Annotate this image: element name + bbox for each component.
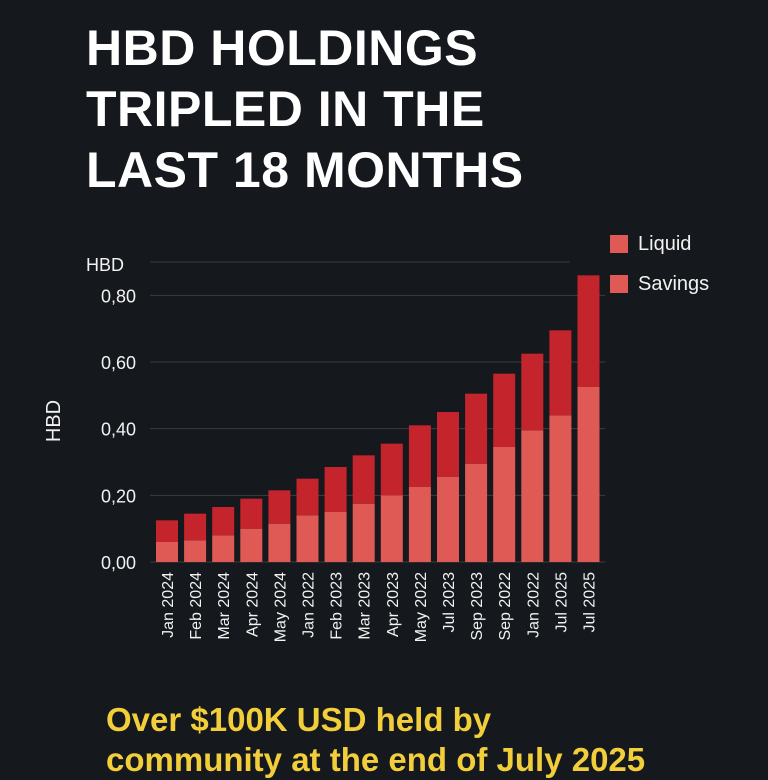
legend-label-liquid: Liquid: [638, 232, 692, 255]
bar-liquid: [493, 373, 516, 447]
x-tick-label: Jan 2022: [301, 572, 318, 638]
x-tick-label: Jul 2023: [441, 572, 458, 633]
bar-savings: [577, 387, 600, 562]
footer-line-2: community at the end of July 2025: [106, 741, 646, 778]
x-tick-label: Feb 2023: [329, 572, 346, 640]
legend-item-savings: Savings: [610, 272, 709, 296]
y-axis-title: HBD: [43, 400, 65, 442]
bar-savings: [156, 542, 178, 562]
bar-liquid: [408, 425, 431, 487]
bar-savings: [212, 535, 235, 562]
bar-savings: [437, 477, 459, 562]
bar-savings: [240, 528, 263, 562]
x-tick-label: Mar 2023: [357, 572, 374, 640]
bar-liquid: [324, 467, 347, 512]
y-tick-label: 0,20: [101, 486, 136, 506]
bar-savings: [352, 503, 375, 562]
bar-liquid: [156, 520, 178, 542]
bar-liquid: [437, 412, 459, 477]
footer-caption: Over $100K USD held by community at the …: [106, 700, 746, 780]
chart-title: HBD HOLDINGS TRIPLED IN THE LAST 18 MONT…: [86, 18, 686, 201]
chart-unit-label: HBD: [86, 255, 124, 275]
bar-savings: [296, 515, 319, 562]
y-tick-label: 0,60: [101, 353, 136, 373]
x-tick-label: Jul 2025: [553, 572, 570, 633]
x-tick-label: Feb 2024: [188, 572, 205, 640]
x-tick-label: Sep 2023: [469, 572, 486, 641]
legend-item-liquid: Liquid: [610, 232, 709, 256]
legend-label-savings: Savings: [638, 272, 710, 295]
bar-savings: [324, 512, 347, 562]
x-tick-label: Jul 2025: [582, 572, 599, 633]
y-tick-labels: 0,00 0,20 0,40 0,60 0,80: [101, 286, 136, 573]
legend-swatch-savings: [610, 275, 628, 293]
bar-savings: [184, 540, 207, 562]
bar-savings: [380, 495, 403, 562]
bar-savings: [521, 430, 544, 562]
bar-liquid: [240, 498, 263, 529]
bar-liquid: [380, 443, 403, 496]
bar-liquid: [577, 275, 600, 387]
x-tick-labels: Jan 2024 Feb 2024 Mar 2024 Apr 2024 May 2024…: [160, 572, 599, 642]
bar-liquid: [521, 353, 544, 431]
legend-swatch-liquid: [610, 235, 628, 253]
x-tick-label: Jan 2022: [525, 572, 542, 638]
x-tick-label: Sep 2022: [497, 572, 514, 641]
x-tick-label: May 2024: [272, 572, 289, 642]
x-tick-label: May 2022: [413, 572, 430, 642]
bar-liquid: [212, 507, 235, 536]
bar-savings: [493, 447, 516, 562]
legend: Liquid Savings: [610, 232, 709, 312]
bar-liquid: [549, 330, 572, 416]
bar-liquid: [268, 490, 291, 524]
bar-chart: HBD HBD 0,00 0,20 0,40 0,60 0,80 Jan 2024 Feb…: [43, 255, 605, 642]
bar-savings: [465, 463, 488, 562]
bar-liquid: [296, 478, 319, 516]
title-line-1: HBD HOLDINGS: [86, 20, 479, 76]
x-tick-label: Apr 2024: [244, 572, 261, 637]
bar-savings: [549, 415, 572, 562]
bar-liquid: [465, 393, 488, 464]
bar-savings: [268, 523, 291, 562]
x-tick-label: Mar 2024: [216, 572, 233, 640]
y-tick-label: 0,80: [101, 286, 136, 306]
bar-savings: [408, 487, 431, 562]
y-tick-label: 0,40: [101, 420, 136, 440]
footer-line-1: Over $100K USD held by: [106, 701, 492, 738]
title-line-3: LAST 18 MONTHS: [86, 142, 524, 198]
x-tick-label: Apr 2023: [385, 572, 402, 637]
x-tick-label: Jan 2024: [160, 572, 177, 638]
y-tick-label: 0,00: [101, 553, 136, 573]
bar-stacks: [156, 275, 600, 562]
bar-liquid: [184, 513, 207, 541]
bar-liquid: [352, 455, 375, 504]
title-line-2: TRIPLED IN THE: [86, 81, 485, 137]
